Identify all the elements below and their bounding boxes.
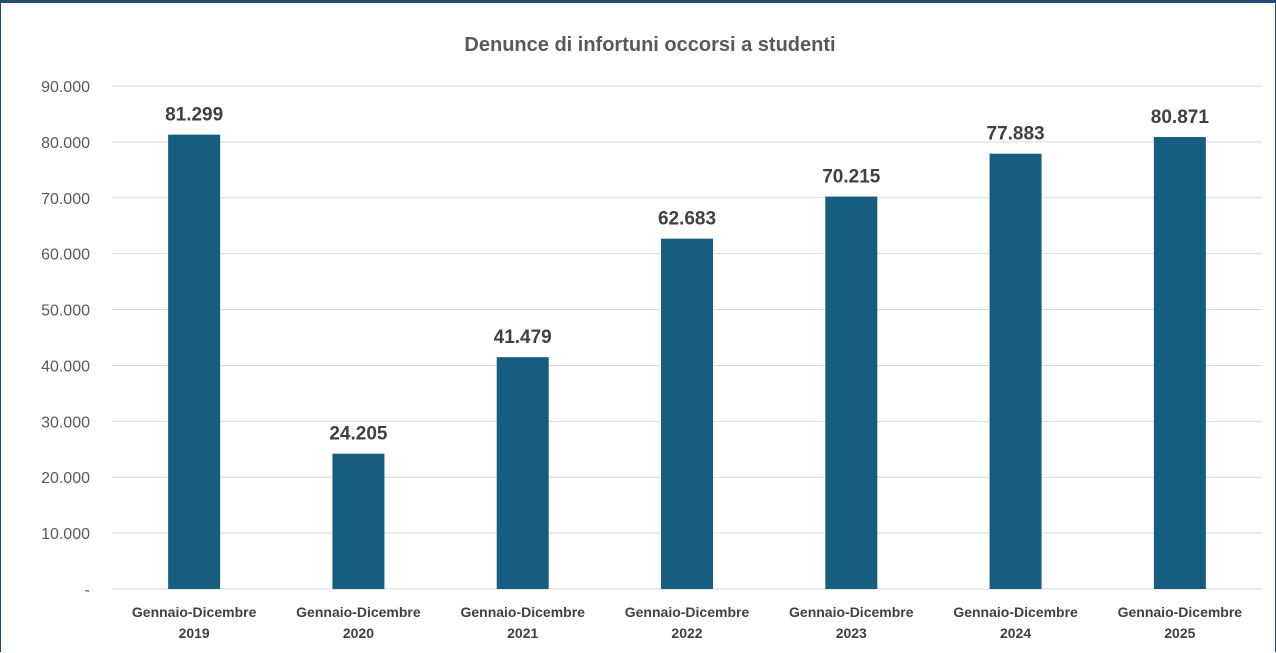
x-tick-label: Gennaio-Dicembre 2020 bbox=[296, 604, 421, 641]
x-axis-ticks: Gennaio-Dicembre 2019 Gennaio-Dicembre 2020… bbox=[132, 604, 1242, 641]
x-tick-label: Gennaio-Dicembre 2023 bbox=[789, 604, 914, 641]
y-tick-label: 30.000 bbox=[41, 414, 90, 431]
bar bbox=[168, 134, 221, 590]
bar bbox=[989, 153, 1042, 589]
data-label: 62.683 bbox=[658, 209, 716, 230]
y-tick-label: 80.000 bbox=[41, 135, 90, 152]
gridlines bbox=[112, 85, 1262, 590]
bar bbox=[825, 196, 878, 589]
data-label: 80.871 bbox=[1151, 107, 1210, 128]
y-tick-label: 10.000 bbox=[41, 526, 90, 543]
bar bbox=[496, 357, 549, 589]
x-tick-label: Gennaio-Dicembre 2022 bbox=[625, 604, 750, 641]
bar bbox=[1153, 137, 1206, 589]
y-tick-label: 50.000 bbox=[41, 303, 90, 320]
bar bbox=[661, 238, 713, 589]
y-tick-label: 70.000 bbox=[41, 191, 90, 208]
bars bbox=[168, 134, 1206, 590]
y-tick-label: 20.000 bbox=[41, 470, 90, 487]
x-tick-label: Gennaio-Dicembre 2025 bbox=[1118, 604, 1243, 641]
y-tick-label: 60.000 bbox=[41, 247, 90, 264]
data-labels: 81.299 24.205 41.479 62.683 70.215 77.883 80.8… bbox=[165, 105, 1209, 445]
bar bbox=[332, 453, 385, 589]
data-label: 81.299 bbox=[165, 105, 223, 126]
y-tick-label: - bbox=[85, 582, 90, 599]
x-tick-label: Gennaio-Dicembre 2021 bbox=[460, 604, 585, 641]
data-label: 77.883 bbox=[987, 124, 1045, 145]
x-tick-label: Gennaio-Dicembre 2019 bbox=[132, 604, 257, 641]
y-tick-label: 40.000 bbox=[41, 358, 90, 375]
data-label: 41.479 bbox=[494, 327, 552, 348]
data-label: 24.205 bbox=[329, 424, 388, 445]
y-axis-ticks: - 10.000 20.000 30.000 40.000 50.000 60.000 70.… bbox=[41, 79, 90, 599]
x-tick-label: Gennaio-Dicembre 2024 bbox=[953, 604, 1078, 641]
y-tick-label: 90.000 bbox=[41, 79, 90, 96]
chart-title: Denunce di infortuni occorsi a studenti bbox=[464, 34, 835, 56]
data-label: 70.215 bbox=[822, 167, 881, 188]
